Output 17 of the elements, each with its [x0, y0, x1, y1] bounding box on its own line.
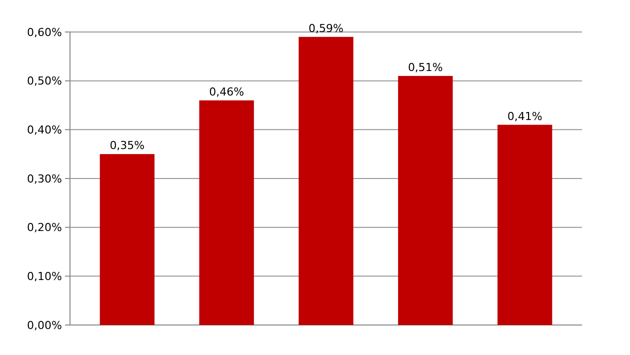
- data-label: 0,35%: [110, 139, 145, 152]
- bar: [199, 100, 254, 325]
- data-label: 0,51%: [408, 60, 443, 74]
- y-tick-label: 0,50%: [27, 74, 62, 88]
- y-tick-label: 0,10%: [27, 270, 62, 284]
- data-label: 0,41%: [507, 110, 542, 123]
- data-label: 0,59%: [308, 22, 344, 35]
- bar: [100, 154, 155, 325]
- bar: [298, 36, 354, 325]
- y-tick-label: 0,00%: [27, 318, 62, 332]
- bar: [497, 124, 552, 325]
- y-tick-label: 0,30%: [27, 172, 62, 186]
- y-tick-label: 0,40%: [27, 124, 62, 137]
- y-tick-label: 0,60%: [27, 26, 62, 39]
- data-label: 0,46%: [209, 85, 244, 98]
- y-tick-label: 0,20%: [27, 221, 62, 234]
- bar: [398, 76, 453, 325]
